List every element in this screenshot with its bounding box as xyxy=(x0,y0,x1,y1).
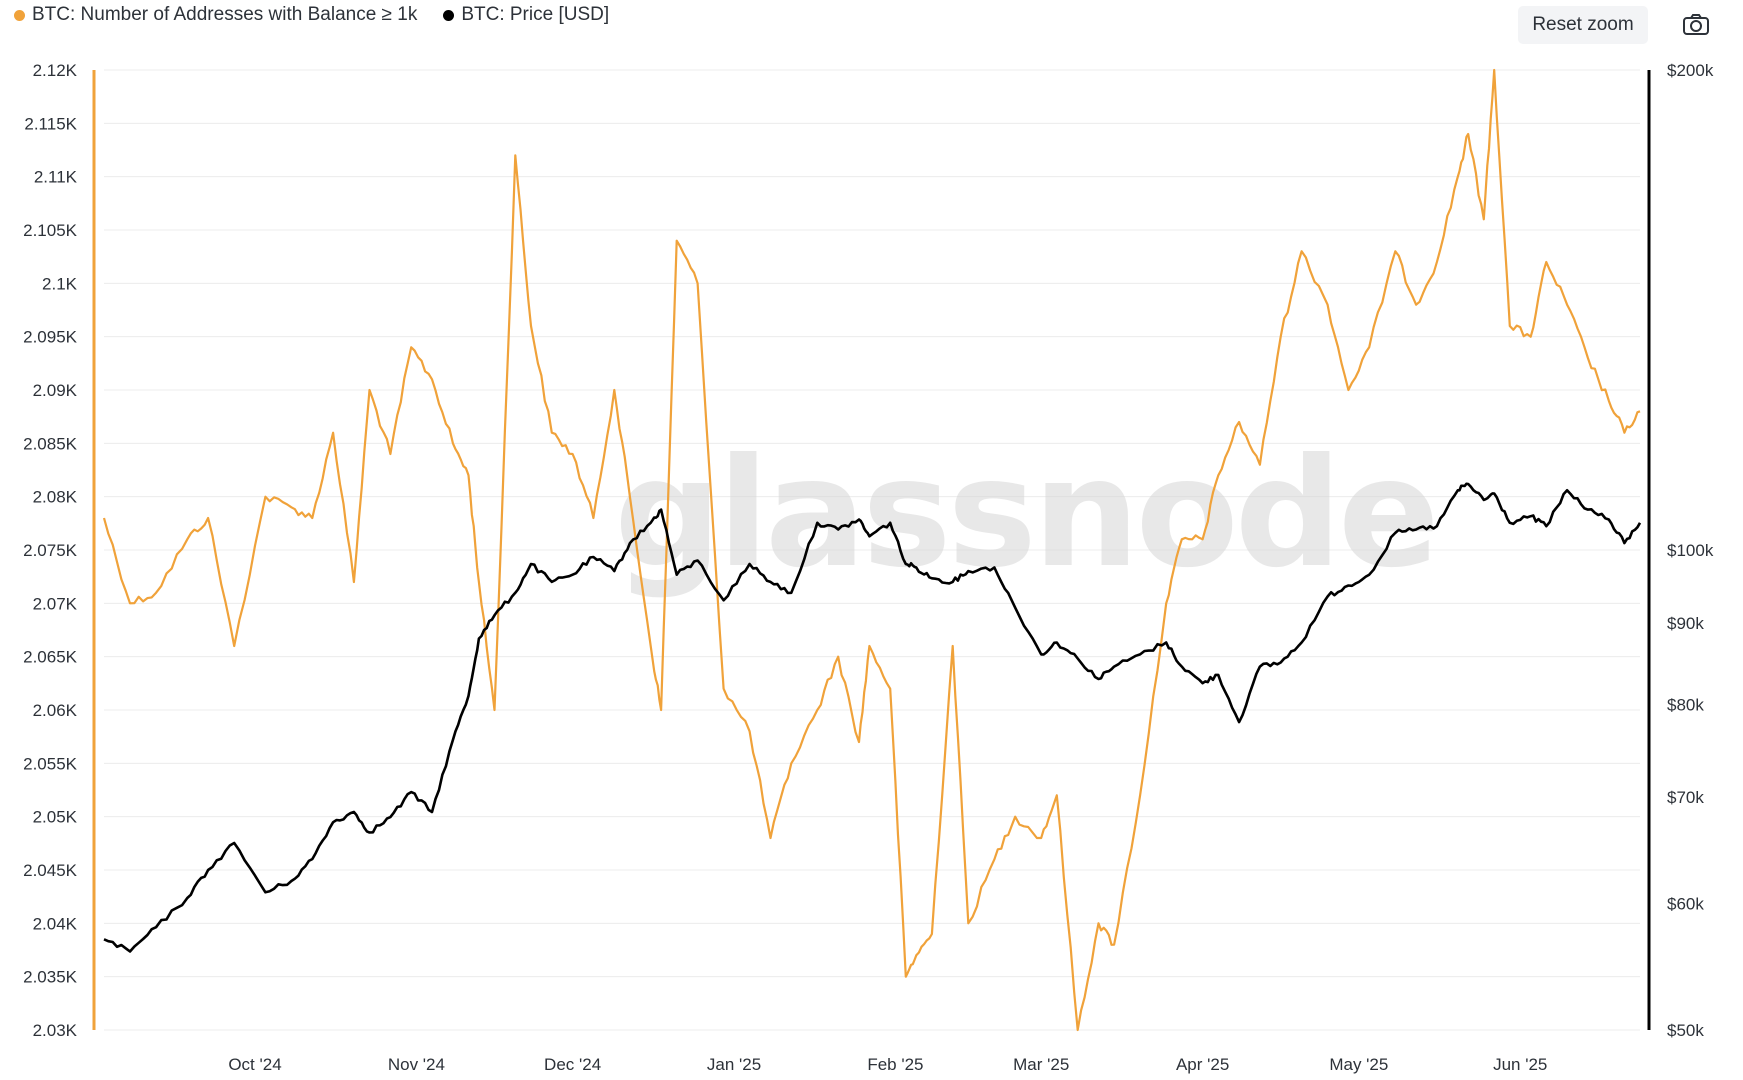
y-left-tick-label: 2.095K xyxy=(23,328,78,347)
y-right-tick-label: $50k xyxy=(1667,1021,1704,1040)
y-left-tick-label: 2.11K xyxy=(34,168,78,187)
watermark: glassnode xyxy=(614,427,1436,601)
y-axis-left: 2.03K 2.035K 2.04K 2.045K 2.05K 2.055K 2.06K 2.… xyxy=(23,61,78,1040)
chart-legend: BTC: Number of Addresses with Balance ≥ … xyxy=(14,4,609,26)
grid-lines xyxy=(104,69,1640,1031)
series-line-price xyxy=(103,482,1642,953)
y-left-tick-label: 2.04K xyxy=(33,914,78,933)
legend-label-addresses: BTC: Number of Addresses with Balance ≥ … xyxy=(32,4,418,25)
y-left-tick-label: 2.105K xyxy=(23,221,78,240)
series-group xyxy=(102,68,1642,1032)
x-axis: Oct '24 Nov '24 Dec '24 Jan '25 Feb '25 Mar '… xyxy=(228,1055,1547,1074)
x-tick-label: Nov '24 xyxy=(388,1055,445,1074)
y-right-tick-label: $60k xyxy=(1667,895,1704,914)
legend-item-price[interactable]: BTC: Price [USD] xyxy=(443,4,609,26)
x-tick-label: Apr '25 xyxy=(1176,1055,1229,1074)
y-left-tick-label: 2.07K xyxy=(33,594,78,613)
legend-dot-price xyxy=(443,9,455,21)
x-tick-label: Jun '25 xyxy=(1493,1055,1547,1074)
y-left-tick-label: 2.08K xyxy=(33,488,78,507)
y-left-tick-label: 2.1K xyxy=(42,274,78,293)
x-tick-label: Mar '25 xyxy=(1013,1055,1069,1074)
series-line-addresses xyxy=(102,68,1641,1032)
y-right-tick-label: $200k xyxy=(1667,61,1714,80)
x-tick-label: Feb '25 xyxy=(867,1055,923,1074)
y-axis-right: $50k $60k $70k $80k $90k $100k $200k xyxy=(1667,61,1714,1040)
y-right-tick-label: $100k xyxy=(1667,541,1714,560)
y-left-tick-label: 2.045K xyxy=(23,861,78,880)
legend-item-addresses[interactable]: BTC: Number of Addresses with Balance ≥ … xyxy=(14,4,417,26)
x-tick-label: Jan '25 xyxy=(707,1055,761,1074)
y-left-tick-label: 2.075K xyxy=(23,541,78,560)
x-tick-label: May '25 xyxy=(1329,1055,1388,1074)
y-left-tick-label: 2.03K xyxy=(33,1021,78,1040)
y-left-tick-label: 2.06K xyxy=(33,701,78,720)
legend-label-price: BTC: Price [USD] xyxy=(461,4,610,25)
y-left-tick-label: 2.065K xyxy=(23,648,78,667)
y-left-tick-label: 2.055K xyxy=(23,754,78,773)
y-left-tick-label: 2.115K xyxy=(24,114,77,133)
camera-icon[interactable] xyxy=(1680,10,1712,40)
y-left-tick-label: 2.035K xyxy=(23,968,78,987)
y-left-tick-label: 2.085K xyxy=(23,434,78,453)
legend-dot-addresses xyxy=(14,9,25,21)
x-tick-label: Dec '24 xyxy=(544,1055,601,1074)
x-tick-label: Oct '24 xyxy=(228,1055,281,1074)
y-left-tick-label: 2.05K xyxy=(33,808,78,827)
y-right-tick-label: $80k xyxy=(1667,696,1704,715)
y-left-tick-label: 2.09K xyxy=(33,381,78,400)
y-left-tick-label: 2.12K xyxy=(33,61,78,80)
y-right-tick-label: $90k xyxy=(1667,614,1704,633)
reset-zoom-button[interactable]: Reset zoom xyxy=(1518,6,1648,44)
y-right-tick-label: $70k xyxy=(1667,788,1704,807)
